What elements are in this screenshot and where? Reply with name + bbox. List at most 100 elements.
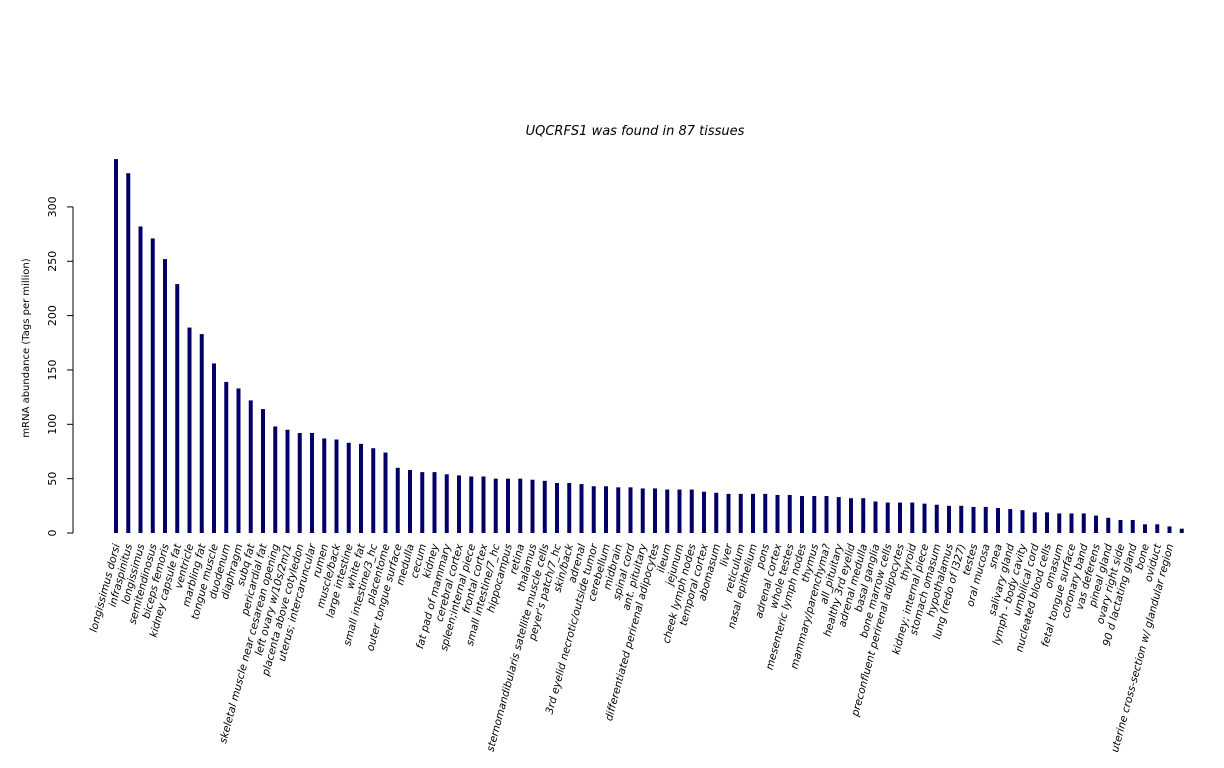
bar xyxy=(542,480,547,533)
bar xyxy=(885,502,890,533)
x-tick-label: liver xyxy=(718,542,736,568)
bar xyxy=(493,478,498,533)
bar xyxy=(1020,510,1025,533)
y-tick-label: 0 xyxy=(46,530,59,537)
bar xyxy=(849,498,853,533)
bar xyxy=(591,486,596,533)
bar xyxy=(726,493,731,533)
bar xyxy=(787,494,792,533)
bar xyxy=(922,503,927,533)
chart-title: UQCRFS1 was found in 87 tissues xyxy=(526,124,745,139)
bar xyxy=(1057,513,1062,533)
bar xyxy=(604,486,608,533)
bar xyxy=(383,452,388,533)
bar xyxy=(1008,509,1013,533)
y-tick-label: 200 xyxy=(46,305,59,326)
bar xyxy=(738,493,743,533)
bar xyxy=(640,488,645,533)
bar xyxy=(983,506,988,533)
bar xyxy=(273,426,278,533)
bar xyxy=(775,494,780,533)
bar xyxy=(212,363,216,533)
bar xyxy=(579,484,584,533)
bar xyxy=(199,334,204,533)
bar xyxy=(506,478,510,533)
bar xyxy=(138,226,143,533)
bar xyxy=(224,381,229,533)
bar xyxy=(653,488,657,533)
bar xyxy=(248,400,253,533)
bar xyxy=(395,467,400,533)
bar xyxy=(1130,519,1135,533)
bar xyxy=(1106,517,1111,533)
bar xyxy=(861,498,866,533)
bar xyxy=(150,238,155,533)
bar xyxy=(297,433,302,533)
bar xyxy=(555,483,559,533)
bar xyxy=(359,443,363,533)
bar xyxy=(1045,512,1049,533)
bar xyxy=(1143,524,1147,533)
bar xyxy=(310,433,314,533)
bar xyxy=(469,476,474,533)
bar xyxy=(518,478,523,533)
bar xyxy=(628,487,633,533)
bar xyxy=(947,505,951,533)
bars xyxy=(114,159,1184,533)
bar xyxy=(163,259,167,533)
bar xyxy=(432,472,437,533)
bar xyxy=(800,496,804,533)
bar xyxy=(677,489,682,533)
bar xyxy=(322,438,327,533)
bar xyxy=(824,496,829,533)
bar xyxy=(444,474,449,533)
bar xyxy=(126,173,131,533)
bar xyxy=(714,492,719,533)
bar xyxy=(530,479,535,533)
bar xyxy=(567,483,572,533)
bar xyxy=(751,493,755,533)
y-tick-label: 250 xyxy=(46,251,59,272)
y-tick-label: 50 xyxy=(46,472,59,486)
bar xyxy=(873,501,878,533)
bar xyxy=(261,409,265,533)
bar xyxy=(1118,519,1123,533)
y-tick-label: 150 xyxy=(46,359,59,380)
bar xyxy=(616,487,621,533)
bar xyxy=(1032,512,1037,533)
bar xyxy=(959,505,964,533)
bar xyxy=(689,489,694,533)
bar xyxy=(285,429,290,533)
bar xyxy=(934,504,939,533)
y-tick-label: 300 xyxy=(46,196,59,217)
bar xyxy=(996,508,1000,533)
y-axis: 0 50 100 150 200 250 300 xyxy=(46,196,74,537)
bar xyxy=(236,388,241,533)
bar xyxy=(114,159,118,533)
bar xyxy=(371,448,376,533)
bar xyxy=(408,469,412,533)
bar xyxy=(898,502,902,533)
bar xyxy=(187,327,192,533)
bar xyxy=(1069,513,1074,533)
bar xyxy=(420,472,425,533)
bar xyxy=(665,489,670,533)
bar xyxy=(481,476,486,533)
bar xyxy=(910,502,915,533)
bar xyxy=(702,491,706,533)
bar xyxy=(175,284,180,533)
bar xyxy=(457,475,461,533)
bar xyxy=(812,496,817,533)
y-tick-label: 100 xyxy=(46,414,59,435)
bar xyxy=(1179,528,1184,533)
bar xyxy=(836,497,841,533)
x-axis-labels: longissimus dorsiinfraspinituslongissimu… xyxy=(88,542,1177,754)
bar xyxy=(763,493,768,533)
y-axis-label: mRNA abundance (Tags per million) xyxy=(21,258,32,437)
bar xyxy=(1155,524,1160,533)
bar xyxy=(1167,526,1172,533)
bar xyxy=(971,506,976,533)
bar xyxy=(1094,515,1098,533)
bar xyxy=(334,439,339,533)
